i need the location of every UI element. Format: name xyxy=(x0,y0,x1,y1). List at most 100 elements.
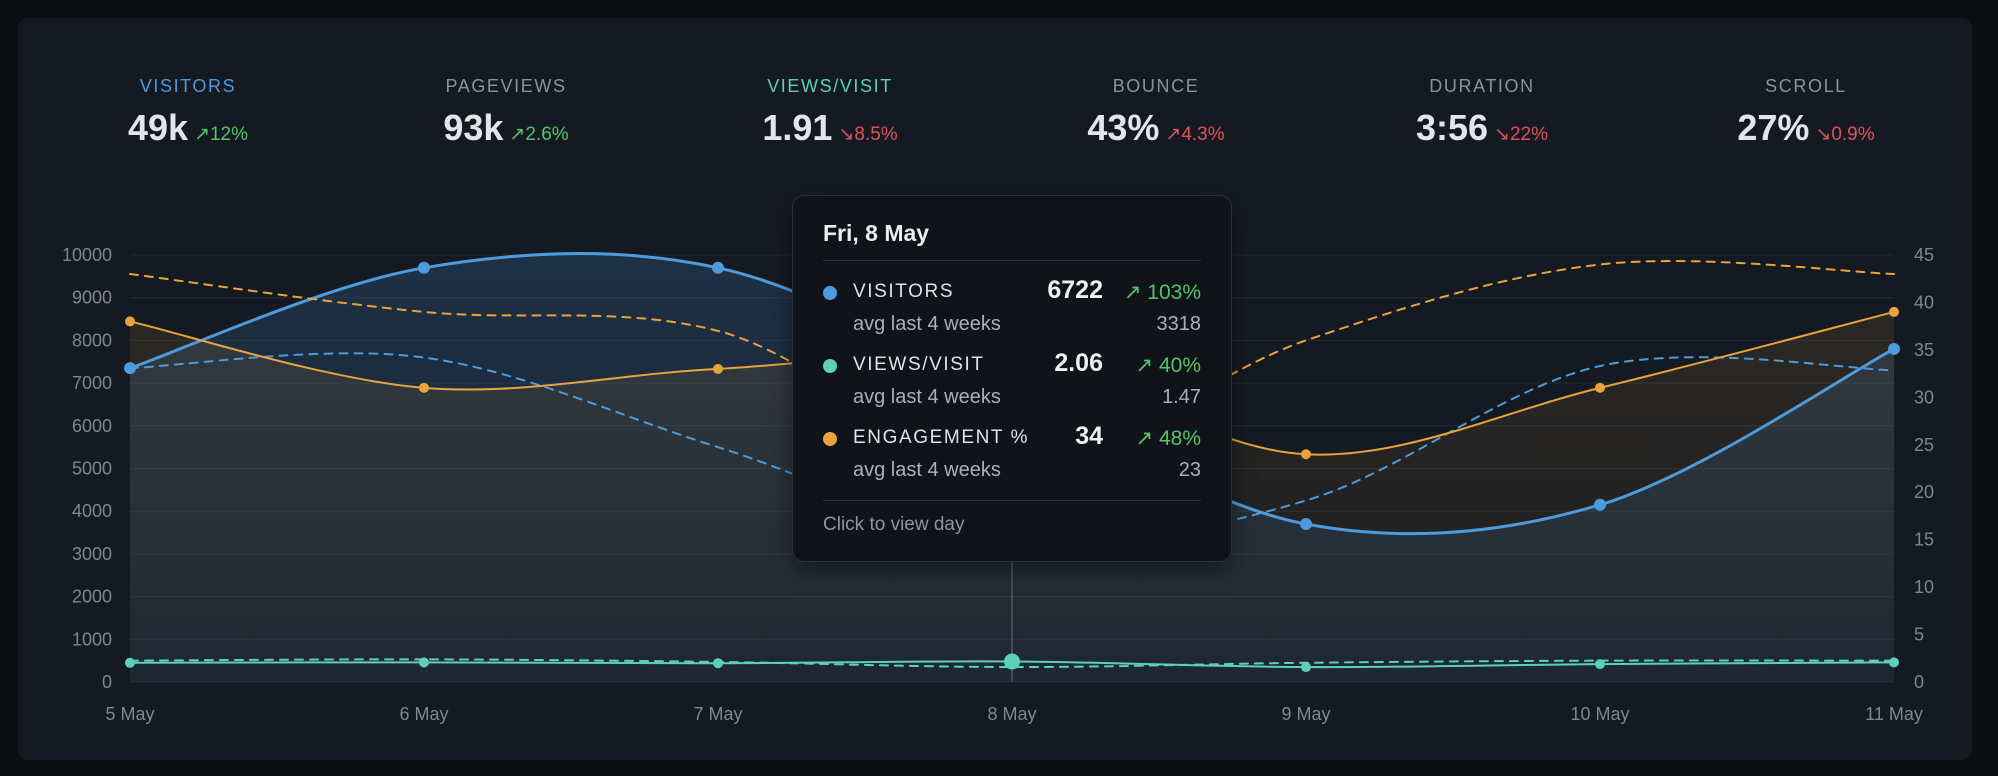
data-point xyxy=(1300,518,1312,531)
y-tick-label-right: 0 xyxy=(1914,672,1924,692)
tooltip-series-change: ↗ 40% xyxy=(1135,354,1201,377)
stat-label: VIEWS/VISIT xyxy=(767,76,893,96)
tooltip-title: Fri, 8 May xyxy=(823,220,930,246)
data-point xyxy=(713,363,723,374)
stat-scroll[interactable]: SCROLL 27% ↘0.9% xyxy=(1676,76,1936,149)
data-point xyxy=(125,316,135,327)
tooltip-avg-label: avg last 4 weeks xyxy=(853,313,1001,335)
tooltip-series-change: ↗ 48% xyxy=(1135,427,1201,450)
data-point xyxy=(713,658,723,669)
tooltip-series-value: 6722 xyxy=(1047,276,1103,304)
y-tick-label-left: 7000 xyxy=(72,373,112,393)
data-point xyxy=(419,382,429,393)
tooltip-divider xyxy=(823,260,1201,261)
data-point xyxy=(1594,498,1606,511)
tooltip-footer[interactable]: Click to view day xyxy=(823,514,965,535)
x-tick-label: 5 May xyxy=(105,704,154,724)
stat-views-per-visit[interactable]: VIEWS/VISIT 1.91 ↘8.5% xyxy=(700,76,960,149)
y-tick-label-right: 10 xyxy=(1914,577,1934,597)
stat-label: PAGEVIEWS xyxy=(445,76,567,96)
stat-value: 49k xyxy=(127,107,189,148)
tooltip-row-visitors: VISITORS 6722 ↗ 103% xyxy=(823,276,1201,308)
tooltip-avg-label: avg last 4 weeks xyxy=(853,386,1001,408)
series-line-dashed xyxy=(129,658,1895,669)
y-tick-label-left: 10000 xyxy=(62,245,112,265)
y-tick-label-left: 3000 xyxy=(72,544,112,564)
tooltip-series-name: VIEWS/VISIT xyxy=(853,354,985,375)
tooltip-series-value: 2.06 xyxy=(1054,349,1103,377)
data-point xyxy=(1301,662,1311,673)
y-tick-label-right: 45 xyxy=(1914,245,1934,265)
tooltip-series-change: ↗ 103% xyxy=(1123,281,1201,304)
x-tick-label: 10 May xyxy=(1570,704,1629,724)
y-tick-label-right: 35 xyxy=(1914,340,1934,360)
data-point xyxy=(1889,306,1899,317)
y-tick-label-left: 4000 xyxy=(72,501,112,521)
tooltip-series-value: 34 xyxy=(1075,422,1103,450)
stat-label: BOUNCE xyxy=(1112,76,1200,96)
stat-change: ↘22% xyxy=(1494,124,1548,145)
y-tick-label-right: 20 xyxy=(1914,482,1934,502)
tooltip-avg-value: 1.47 xyxy=(1162,386,1201,408)
data-point xyxy=(1301,449,1311,460)
tooltip-row-engagement: ENGAGEMENT % 34 ↗ 48% xyxy=(823,422,1201,454)
tooltip-avg-label: avg last 4 weeks xyxy=(853,459,1001,481)
stat-pageviews[interactable]: PAGEVIEWS 93k ↗2.6% xyxy=(376,76,636,149)
y-tick-label-right: 5 xyxy=(1914,625,1924,645)
x-tick-label: 11 May xyxy=(1865,704,1923,724)
tooltip-avg-engagement: avg last 4 weeks 23 xyxy=(853,459,1201,485)
y-tick-label-right: 30 xyxy=(1914,387,1934,407)
x-tick-label: 7 May xyxy=(693,704,742,724)
y-tick-label-left: 5000 xyxy=(72,459,112,479)
stat-change: ↘8.5% xyxy=(838,124,898,145)
stat-value: 43% xyxy=(1087,107,1160,148)
tooltip-avg-value: 3318 xyxy=(1156,313,1202,335)
x-tick-label: 8 May xyxy=(987,704,1036,724)
x-tick-label: 6 May xyxy=(399,704,448,724)
tooltip-divider xyxy=(823,500,1201,501)
stat-change: ↗4.3% xyxy=(1165,124,1225,145)
stat-value: 1.91 xyxy=(762,107,833,148)
y-tick-label-right: 15 xyxy=(1914,530,1934,550)
y-tick-label-left: 1000 xyxy=(72,629,112,649)
y-tick-label-left: 8000 xyxy=(72,330,112,350)
data-point xyxy=(1889,657,1899,668)
stat-visitors[interactable]: VISITORS 49k ↗12% xyxy=(58,76,318,149)
data-point xyxy=(712,261,724,274)
legend-dot-icon xyxy=(823,432,837,446)
data-point xyxy=(1888,342,1900,355)
tooltip-series-name: VISITORS xyxy=(853,281,955,302)
stats-bar: VISITORS 49k ↗12% PAGEVIEWS 93k ↗2.6% VIEW… xyxy=(18,18,1972,158)
stat-value: 93k xyxy=(443,107,504,148)
tooltip-avg-value: 23 xyxy=(1178,459,1201,481)
series-line-dashed xyxy=(129,352,1895,544)
y-tick-label-left: 6000 xyxy=(72,416,112,436)
stat-bounce[interactable]: BOUNCE 43% ↗4.3% xyxy=(1026,76,1286,149)
y-tick-label-left: 0 xyxy=(102,672,112,692)
stat-value: 3:56 xyxy=(1415,107,1489,148)
stat-change: ↗12% xyxy=(194,124,249,145)
stat-label: DURATION xyxy=(1429,76,1535,96)
y-tick-label-right: 25 xyxy=(1914,435,1934,455)
stat-change: ↘0.9% xyxy=(1815,124,1875,145)
y-tick-label-right: 40 xyxy=(1914,292,1934,312)
data-point xyxy=(1595,382,1605,393)
tooltip-avg-views-visit: avg last 4 weeks 1.47 xyxy=(853,386,1201,412)
legend-dot-icon xyxy=(823,359,837,373)
stat-duration[interactable]: DURATION 3:56 ↘22% xyxy=(1352,76,1612,149)
tooltip-series-name: ENGAGEMENT % xyxy=(853,427,1030,448)
stat-value: 27% xyxy=(1737,107,1810,148)
data-point xyxy=(418,261,430,274)
tooltip-avg-visitors: avg last 4 weeks 3318 xyxy=(853,313,1201,339)
data-point xyxy=(125,657,135,668)
tooltip-row-views-visit: VIEWS/VISIT 2.06 ↗ 40% xyxy=(823,349,1201,381)
stat-label: VISITORS xyxy=(139,76,237,96)
chart-tooltip[interactable]: Fri, 8 May VISITORS 6722 ↗ 103% avg last… xyxy=(792,195,1232,562)
stat-change: ↗2.6% xyxy=(509,124,569,145)
y-tick-label-left: 9000 xyxy=(72,288,112,308)
data-point xyxy=(1004,653,1020,670)
stat-label: SCROLL xyxy=(1765,76,1847,96)
y-tick-label-left: 2000 xyxy=(72,587,112,607)
x-tick-label: 9 May xyxy=(1281,704,1330,724)
legend-dot-icon xyxy=(823,286,837,300)
